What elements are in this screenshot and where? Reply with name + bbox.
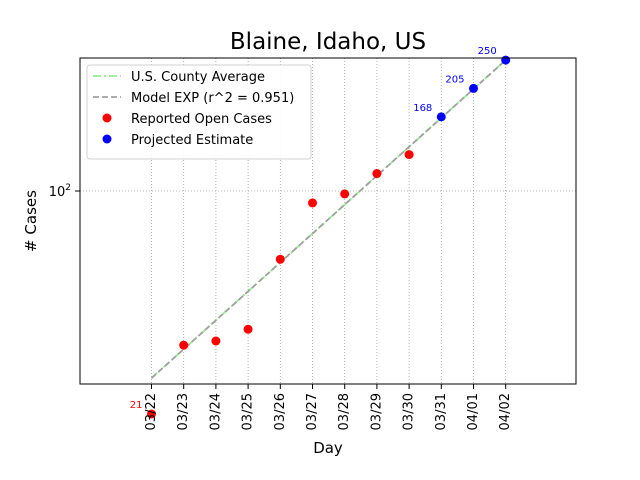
data-point-reported-open-cases xyxy=(243,324,253,334)
x-tick-label-03-31: 03/31 xyxy=(434,393,449,430)
labels-layer: 21 168 205 250 xyxy=(130,46,497,411)
data-point-projected-estimate xyxy=(436,112,446,122)
data-label: 250 xyxy=(478,46,497,57)
legend-swatch-reported-open-cases xyxy=(102,113,112,123)
x-tick-label-03-30: 03/30 xyxy=(402,393,417,430)
legend-label-reported-open-cases: Reported Open Cases xyxy=(131,112,272,127)
points-layer xyxy=(147,55,511,419)
legend-swatch-projected-estimate xyxy=(102,134,112,144)
x-tick-label-03-27: 03/27 xyxy=(305,393,320,430)
legend-label-projected-estimate: Projected Estimate xyxy=(131,133,253,148)
y-axis: 102 xyxy=(49,183,80,200)
data-point-reported-open-cases xyxy=(147,409,156,419)
chart-title: Blaine, Idaho, US xyxy=(230,29,426,55)
data-point-reported-open-cases xyxy=(372,169,382,179)
data-label: 168 xyxy=(413,103,432,114)
x-axis: 03/22 03/23 03/24 03/25 03/26 03/27 03/28 03/29… xyxy=(144,384,513,430)
legend-label-model-exp-r-2-0-951: Model EXP (r^2 = 0.951) xyxy=(131,91,294,106)
data-point-reported-open-cases xyxy=(308,198,317,208)
x-tick-label-03-24: 03/24 xyxy=(208,393,223,430)
data-label: 205 xyxy=(445,74,464,85)
x-tick-label-03-23: 03/23 xyxy=(176,393,191,430)
x-tick-label-03-26: 03/26 xyxy=(273,393,288,430)
data-point-reported-open-cases xyxy=(211,336,221,346)
x-axis-label: Day xyxy=(313,439,343,457)
y-tick-label: 102 xyxy=(49,183,71,200)
x-tick-label-03-22: 03/22 xyxy=(144,393,159,430)
legend-label-u-s-county-average: U.S. County Average xyxy=(131,70,265,85)
y-axis-label: # Cases xyxy=(22,190,40,252)
data-label: 21 xyxy=(130,400,143,411)
x-tick-label-04-01: 04/01 xyxy=(466,393,481,430)
data-point-reported-open-cases xyxy=(340,189,350,199)
plot-frame xyxy=(79,57,577,385)
legend-box xyxy=(86,64,312,160)
data-point-reported-open-cases xyxy=(179,340,189,350)
x-tick-label-03-28: 03/28 xyxy=(337,393,352,430)
x-tick-label-03-25: 03/25 xyxy=(241,393,256,430)
data-point-projected-estimate xyxy=(501,55,511,65)
legend: U.S. County Average Model EXP (r^2 = 0.95… xyxy=(86,64,312,160)
series-line-model-exp-r-2-0-951 xyxy=(150,59,507,379)
series-layer xyxy=(150,59,507,379)
data-point-projected-estimate xyxy=(469,83,478,93)
x-tick-label-04-02: 04/02 xyxy=(498,393,513,430)
data-point-reported-open-cases xyxy=(404,150,414,160)
data-point-reported-open-cases xyxy=(275,254,285,264)
x-tick-label-03-29: 03/29 xyxy=(369,393,384,430)
